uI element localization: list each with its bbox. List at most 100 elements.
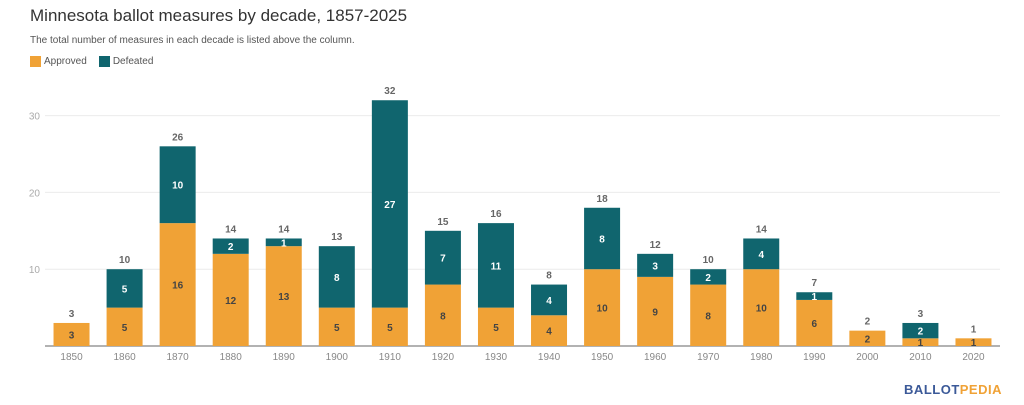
- bar-defeated: [796, 292, 833, 300]
- bar-defeated: [106, 269, 143, 308]
- data-label-defeated: 2: [228, 242, 234, 253]
- y-tick-label: 10: [29, 265, 41, 276]
- total-label: 18: [597, 194, 609, 205]
- ballotpedia-logo: BALLOTPEDIA: [904, 382, 1002, 397]
- data-label-approved: 5: [387, 323, 393, 334]
- x-tick-label: 2020: [962, 352, 985, 363]
- bar-approved: [849, 330, 886, 346]
- legend-swatch: [30, 56, 41, 67]
- x-tick-label: 1900: [326, 352, 349, 363]
- bar-defeated: [584, 207, 621, 270]
- bar-approved: [371, 307, 408, 346]
- total-label: 13: [331, 232, 343, 243]
- x-tick-label: 2010: [909, 352, 932, 363]
- legend: Approved Defeated: [30, 56, 159, 67]
- x-tick-label: 1980: [750, 352, 773, 363]
- x-tick-label: 1910: [379, 352, 402, 363]
- total-label: 2: [865, 317, 871, 328]
- x-tick-label: 1870: [167, 352, 190, 363]
- bar-defeated: [531, 284, 568, 316]
- x-tick-label: 1890: [273, 352, 296, 363]
- total-label: 14: [278, 224, 290, 235]
- bar-defeated: [902, 322, 939, 339]
- total-label: 10: [119, 255, 131, 266]
- total-label: 14: [225, 224, 237, 235]
- data-label-defeated: 8: [599, 234, 605, 245]
- legend-swatch: [98, 56, 110, 67]
- data-label-approved: 5: [334, 323, 340, 334]
- total-label: 15: [437, 217, 449, 228]
- data-label-approved: 10: [597, 304, 609, 315]
- logo-ballot: BALLOT: [904, 382, 960, 397]
- data-label-approved: 9: [652, 307, 658, 318]
- data-label-approved: 1: [971, 338, 977, 349]
- bar-approved: [955, 338, 992, 346]
- legend-label: Defeated: [112, 56, 154, 67]
- data-label-approved: 5: [122, 323, 128, 334]
- bar-approved: [531, 315, 568, 346]
- total-label: 3: [69, 309, 75, 320]
- chart-subtitle: The total number of measures in each dec…: [30, 35, 355, 46]
- data-label-approved: 3: [69, 330, 75, 341]
- data-label-approved: 1: [918, 338, 924, 349]
- total-label: 8: [546, 271, 552, 282]
- x-tick-label: 1950: [591, 352, 614, 363]
- bar-approved: [902, 338, 939, 346]
- bar-approved: [265, 246, 302, 346]
- bar-approved: [424, 284, 461, 346]
- data-label-approved: 2: [865, 334, 871, 345]
- total-label: 7: [812, 278, 818, 289]
- bar-defeated: [159, 146, 196, 224]
- total-label: 1: [971, 324, 977, 335]
- data-label-approved: 8: [705, 311, 711, 322]
- x-tick-label: 1960: [644, 352, 667, 363]
- total-label: 14: [756, 224, 768, 235]
- bar-approved: [159, 223, 196, 346]
- bar-defeated: [477, 223, 514, 308]
- legend-item-approved[interactable]: Approved: [30, 56, 87, 67]
- data-label-defeated: 11: [491, 261, 502, 272]
- bar-defeated: [690, 269, 727, 285]
- bar-approved: [637, 276, 674, 346]
- legend-label: Approved: [44, 56, 87, 67]
- total-label: 16: [490, 209, 502, 220]
- bar-approved: [318, 307, 355, 346]
- bar-defeated: [637, 253, 674, 277]
- data-label-approved: 6: [812, 319, 818, 330]
- x-tick-label: 1860: [113, 352, 136, 363]
- data-label-defeated: 7: [440, 254, 446, 265]
- total-label: 12: [650, 240, 662, 251]
- data-label-defeated: 4: [758, 250, 764, 261]
- x-tick-label: 1990: [803, 352, 826, 363]
- legend-item-defeated[interactable]: Defeated: [98, 56, 154, 67]
- x-tick-label: 2000: [856, 352, 879, 363]
- x-tick-label: 1920: [432, 352, 455, 363]
- total-label: 32: [384, 86, 396, 97]
- bar-defeated: [265, 238, 302, 247]
- data-label-defeated: 5: [122, 284, 128, 295]
- data-label-defeated: 27: [384, 200, 396, 211]
- total-label: 26: [172, 132, 184, 143]
- total-label: 10: [703, 255, 715, 266]
- bar-defeated: [212, 238, 249, 254]
- x-tick-label: 1940: [538, 352, 561, 363]
- bar-defeated: [371, 100, 408, 308]
- bar-defeated: [318, 246, 355, 308]
- bar-approved: [796, 299, 833, 346]
- data-label-defeated: 1: [812, 292, 818, 303]
- x-tick-label: 1880: [220, 352, 243, 363]
- bar-defeated: [424, 230, 461, 285]
- logo-pedia: PEDIA: [959, 382, 1002, 397]
- data-label-approved: 16: [172, 281, 184, 292]
- data-label-defeated: 2: [705, 273, 711, 284]
- data-label-defeated: 1: [281, 238, 287, 249]
- data-label-defeated: 4: [546, 296, 552, 307]
- y-tick-label: 20: [29, 188, 41, 199]
- bar-defeated: [743, 238, 780, 270]
- data-label-approved: 8: [440, 311, 446, 322]
- x-tick-label: 1970: [697, 352, 720, 363]
- x-tick-label: 1930: [485, 352, 508, 363]
- data-label-approved: 10: [756, 304, 768, 315]
- bar-approved: [53, 322, 90, 346]
